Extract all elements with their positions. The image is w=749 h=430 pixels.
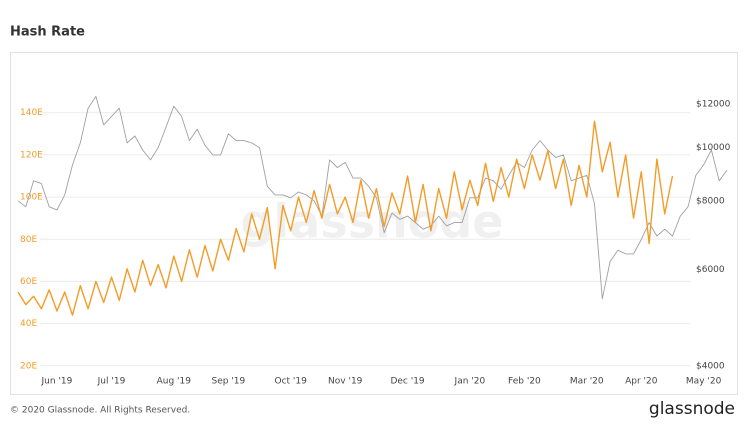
x-tick-label: Nov '19: [328, 377, 363, 387]
x-tick-label: Feb '20: [508, 377, 541, 387]
x-tick-label: Aug '19: [157, 377, 192, 387]
y-tick-label: 100E: [20, 193, 43, 203]
copyright: © 2020 Glassnode. All Rights Reserved.: [10, 406, 190, 416]
x-tick-label: Jul '19: [97, 377, 126, 387]
y2-tick-label: $12000: [696, 100, 731, 110]
logo: glassnode: [649, 399, 735, 419]
y2-tick-label: $6000: [696, 265, 725, 275]
y2-tick-label: $8000: [696, 196, 725, 206]
x-tick-label: Jan '20: [454, 377, 486, 387]
y-tick-label: 40E: [20, 319, 37, 329]
x-tick-label: Oct '19: [275, 377, 308, 387]
y-tick-label: 80E: [20, 235, 37, 245]
x-tick-label: May '20: [686, 377, 722, 387]
y-tick-label: 60E: [20, 277, 37, 287]
y2-tick-label: $10000: [696, 143, 731, 153]
series-line: [17, 120, 674, 316]
x-tick-label: Sep '19: [211, 377, 245, 387]
chart-title: Hash Rate: [10, 25, 85, 40]
x-tick-label: Jun '19: [41, 377, 73, 387]
y-tick-label: 120E: [20, 150, 43, 160]
y-tick-label: 20E: [20, 361, 37, 371]
x-tick-label: Mar '20: [570, 377, 604, 387]
x-tick-label: Dec '19: [390, 377, 424, 387]
y-tick-label: 140E: [20, 108, 43, 118]
chart-frame: [10, 52, 738, 395]
series-line: [17, 95, 728, 300]
x-tick-label: Apr '20: [625, 377, 658, 387]
y2-tick-label: $4000: [696, 361, 725, 371]
